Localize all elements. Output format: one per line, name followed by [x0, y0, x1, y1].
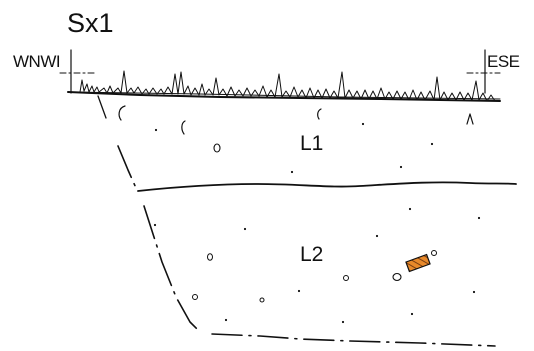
- layer-interface-l1-l2: [137, 181, 517, 192]
- stone-inclusion: [192, 294, 198, 300]
- datum-marker-right: [466, 49, 501, 94]
- stone-inclusion: [213, 143, 221, 153]
- cut-edge-lower: [143, 205, 201, 333]
- stone-inclusion: [392, 272, 402, 282]
- stone-inclusion: [207, 253, 213, 261]
- root-mark: [181, 120, 186, 135]
- datum-marker-left: [59, 49, 95, 94]
- stone-inclusion: [431, 250, 437, 256]
- root-mark: [118, 105, 126, 121]
- cut-edge-left: [117, 145, 137, 189]
- root-mark: [466, 113, 474, 125]
- stone-inclusion: [343, 275, 349, 281]
- fine-inclusions: [153, 122, 481, 324]
- root-mark: [317, 108, 322, 120]
- orientation-label-right: ESE: [487, 52, 520, 71]
- section-title: Sx1: [67, 8, 114, 38]
- layer-label-l2: L2: [300, 243, 324, 266]
- cut-base: [211, 333, 496, 347]
- orientation-label-left: WNWI: [13, 52, 61, 71]
- grass-vegetation: [79, 70, 496, 102]
- stone-inclusion: [259, 297, 265, 303]
- find-fragment: [405, 253, 431, 273]
- cut-edge-upper: [97, 95, 107, 119]
- layer-label-l1: L1: [300, 132, 324, 155]
